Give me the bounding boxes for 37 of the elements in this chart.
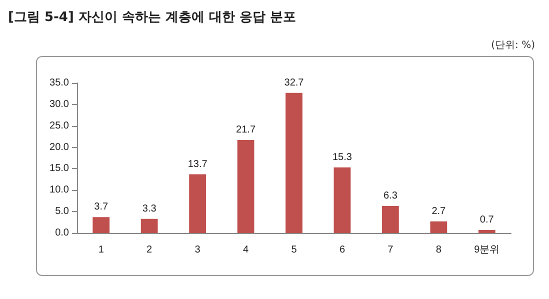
bar: [140, 218, 158, 233]
data-label: 3.3: [142, 203, 157, 214]
bar: [334, 167, 351, 233]
x-tick-label: 2: [146, 244, 153, 256]
y-tick-label: 30.0: [50, 98, 70, 110]
x-tick-label: 7: [388, 244, 394, 256]
bar: [237, 140, 254, 233]
y-tick-label: 10.0: [50, 184, 70, 196]
data-label: 0.7: [480, 214, 494, 226]
x-tick-label: 5: [291, 244, 298, 256]
y-tick-label: 25.0: [50, 120, 70, 132]
bar: [286, 92, 302, 233]
data-label: 32.7: [284, 77, 304, 88]
data-label: 21.7: [236, 124, 256, 136]
chart-title: [그림 5-4] 자신이 속하는 계층에 대한 응답 분포: [8, 9, 296, 26]
x-tick-label: 8: [436, 244, 442, 256]
bar: [478, 230, 496, 233]
data-label: 15.3: [332, 152, 352, 163]
x-tick-label: 1: [98, 244, 104, 256]
data-label: 2.7: [432, 206, 446, 217]
data-label: 6.3: [383, 190, 398, 202]
text: (단위: %): [491, 39, 535, 52]
bar: [430, 221, 448, 233]
y-tick-label: 35.0: [50, 78, 70, 88]
data-label: 13.7: [188, 158, 208, 170]
y-tick-label: 0.0: [55, 228, 70, 238]
y-tick-label: 15.0: [50, 163, 70, 174]
y-tick-label: 5.0: [55, 206, 70, 218]
bar: [189, 174, 206, 233]
x-tick-label: 4: [242, 244, 249, 256]
y-tick-label: 20.0: [50, 142, 70, 153]
bar: [382, 206, 399, 233]
x-tick-label: 3: [194, 244, 201, 256]
x-tick-label: 9분위: [474, 244, 500, 256]
data-label: 3.7: [94, 202, 108, 213]
bar: [92, 217, 110, 233]
x-tick-label: 6: [339, 244, 346, 256]
